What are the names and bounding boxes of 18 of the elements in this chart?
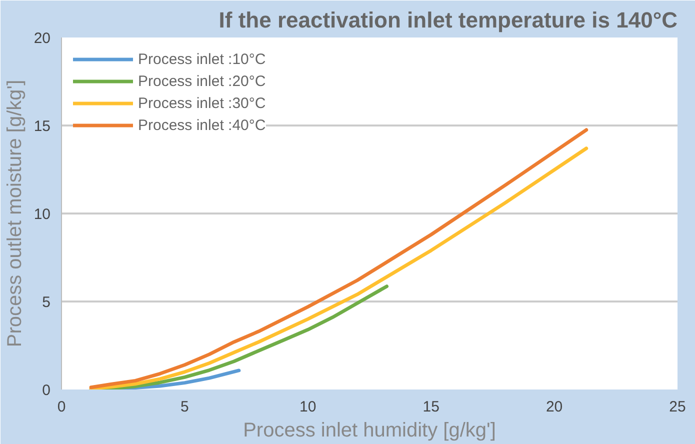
y-tick-label: 0	[42, 382, 50, 399]
y-tick-label: 5	[42, 294, 50, 311]
y-tick-label: 15	[34, 118, 51, 135]
legend-label: Process inlet :20°C	[138, 72, 266, 90]
x-tick-label: 25	[669, 398, 686, 416]
x-tick-label: 10	[300, 398, 316, 416]
x-tick-label: 5	[180, 398, 189, 416]
y-axis-title: Process outlet moisture [g/kg']	[4, 80, 26, 348]
chart-title: If the reactivation inlet temperature is 140°C	[218, 8, 678, 32]
legend-label: Process inlet :40°C	[138, 116, 266, 134]
x-axis-title: Process inlet humidity [g/kg']	[243, 420, 496, 442]
legend-label: Process inlet :10°C	[138, 50, 266, 68]
x-tick-label: 15	[422, 398, 440, 416]
y-tick-label: 20	[34, 30, 51, 47]
y-tick-label: 10	[34, 206, 51, 223]
legend-label: Process inlet :30°C	[138, 94, 266, 112]
x-tick-label: 20	[546, 398, 563, 416]
x-tick-label: 0	[57, 398, 66, 416]
